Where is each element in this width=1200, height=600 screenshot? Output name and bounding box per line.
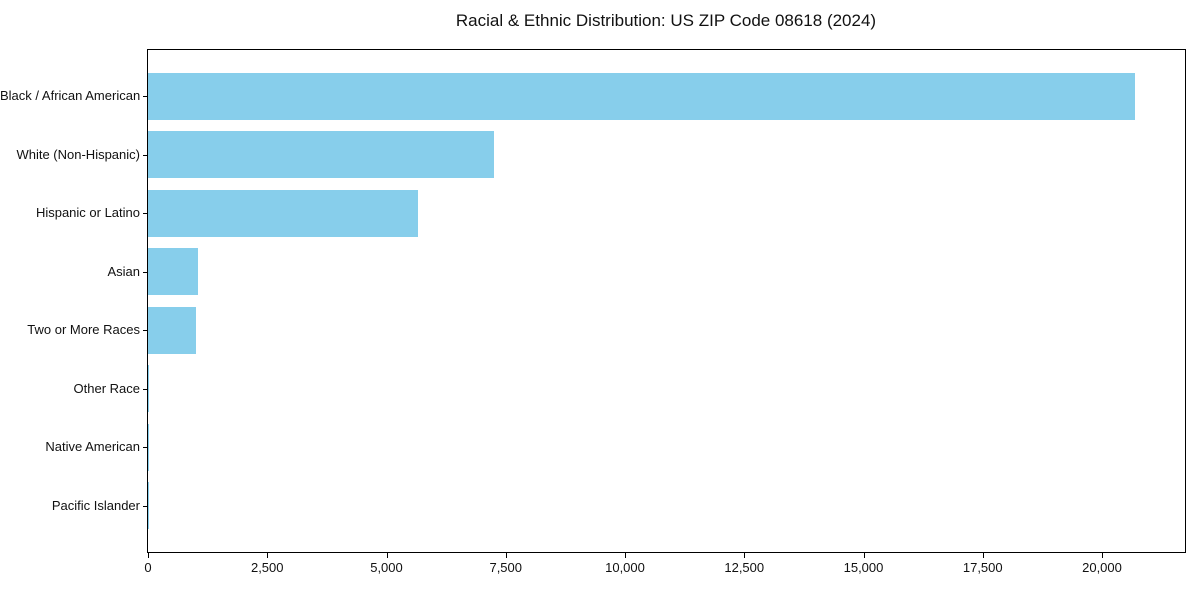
x-tick-1 [267, 553, 269, 558]
x-axis-tick-label: 2,500 [250, 560, 284, 575]
x-tick-4 [625, 553, 626, 558]
y-tick-5 [143, 388, 148, 390]
x-axis-tick-label: 5,000 [370, 560, 403, 575]
y-axis-label: Other Race [73, 380, 140, 396]
y-tick-4 [143, 330, 148, 332]
bar-2 [148, 189, 418, 237]
y-tick-3 [143, 271, 148, 273]
y-tick-6 [143, 447, 148, 449]
y-tick-0 [143, 96, 148, 98]
x-axis-tick-label: 17,500 [962, 560, 1003, 575]
bar-5 [148, 365, 149, 413]
y-axis-label: Black / African American [0, 88, 141, 104]
x-tick-5 [744, 553, 746, 558]
bar-1 [148, 131, 494, 179]
y-axis-label: Asian [107, 263, 140, 279]
y-tick-7 [143, 505, 148, 507]
x-axis-tick-label: 20,000 [1082, 560, 1122, 575]
x-axis-tick-label: 0 [144, 560, 152, 575]
bar-0 [148, 72, 1136, 120]
x-tick-2 [386, 553, 388, 558]
bar-4 [148, 306, 197, 354]
x-axis-tick-label: 10,000 [605, 560, 645, 575]
x-tick-6 [863, 553, 865, 558]
y-axis-label: Native American [45, 439, 140, 455]
x-axis-tick-label: 7,500 [489, 560, 523, 575]
y-axis-label: Two or More Races [27, 322, 140, 338]
x-tick-3 [505, 553, 507, 558]
x-axis-tick-label: 15,000 [843, 560, 884, 575]
x-axis-tick-label: 12,500 [724, 560, 765, 575]
y-tick-2 [143, 213, 148, 215]
chart-title: Racial & Ethnic Distribution: US ZIP Cod… [455, 11, 877, 30]
x-tick-8 [1102, 553, 1103, 558]
x-tick-7 [982, 553, 984, 558]
y-axis-label: White (Non-Hispanic) [16, 146, 140, 162]
bar-3 [148, 248, 198, 296]
y-axis-label: Pacific Islander [51, 497, 140, 513]
y-axis-label: Hispanic or Latino [35, 205, 140, 221]
plot-area [147, 49, 1186, 553]
y-tick-1 [143, 154, 148, 156]
x-tick-0 [148, 553, 149, 558]
